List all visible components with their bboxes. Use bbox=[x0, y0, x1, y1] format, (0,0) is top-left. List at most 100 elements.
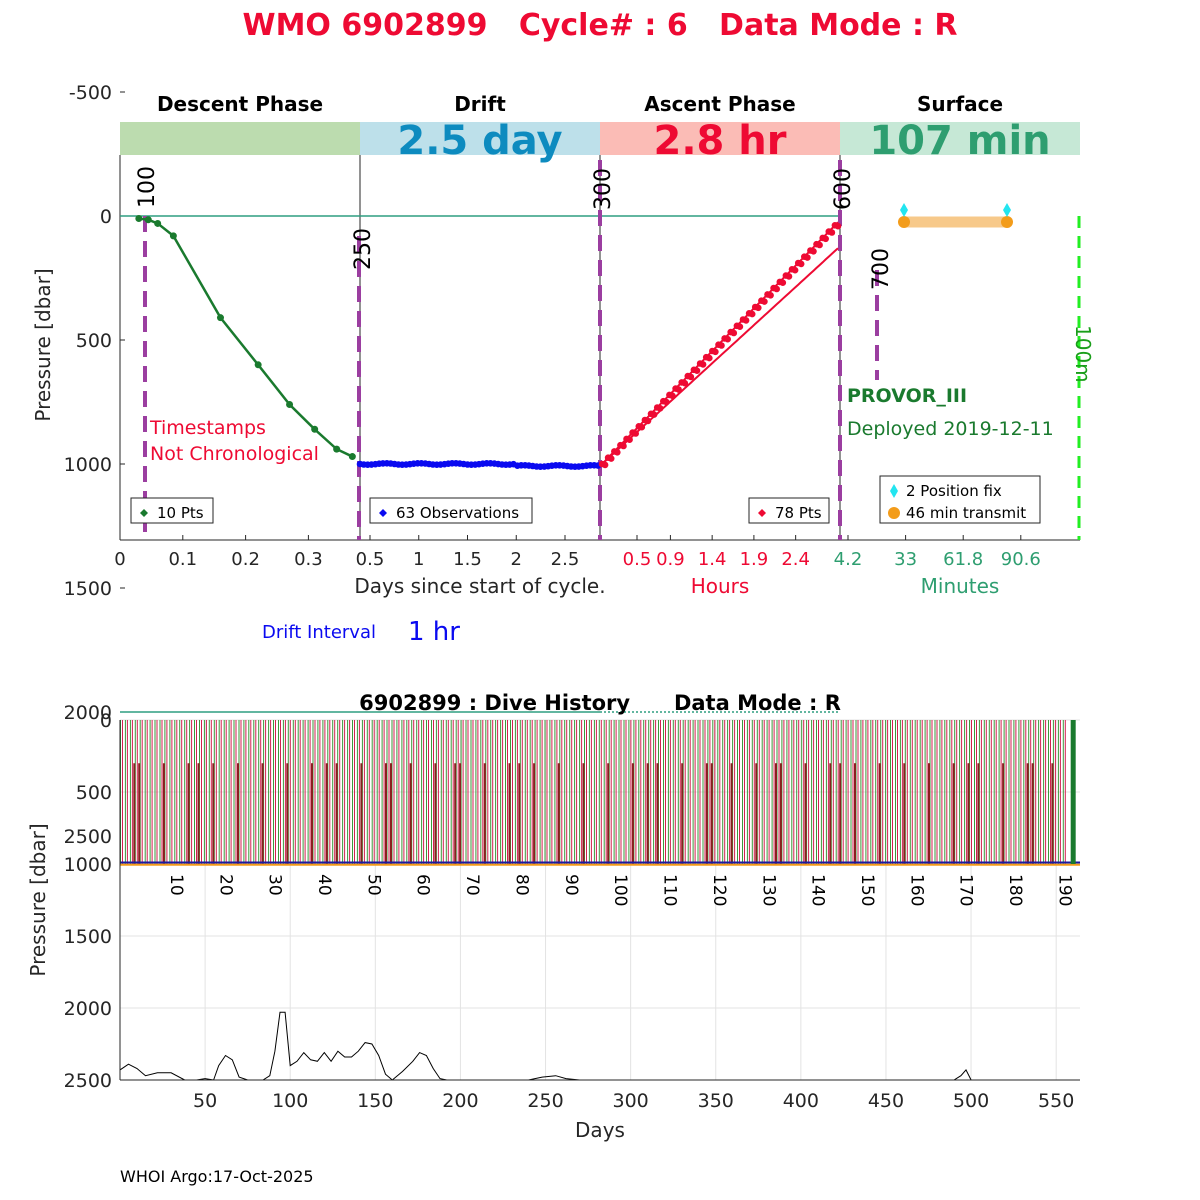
history-xtick-1: 100 bbox=[272, 1090, 308, 1112]
x-axis-label-days: Days since start of cycle. bbox=[354, 574, 605, 598]
drift-xtick-4: 2.5 bbox=[551, 549, 580, 570]
ascent-point-17 bbox=[650, 411, 658, 418]
history-xtick-2: 150 bbox=[357, 1090, 393, 1112]
phase-band-3 bbox=[840, 122, 1080, 155]
drift-xtick-0: 0.5 bbox=[356, 549, 385, 570]
surface-xtick-1: 33 bbox=[894, 549, 917, 570]
history-ytick-3: 1500 bbox=[64, 926, 112, 948]
descent-xtick-3: 0.3 bbox=[294, 549, 323, 570]
ascent-point-65 bbox=[797, 260, 805, 268]
marker-label-250: 250 bbox=[351, 228, 376, 270]
drift-legend-box bbox=[369, 497, 533, 524]
marker-label-100m: 100m bbox=[1071, 325, 1095, 383]
x-axis-label-minutes: Minutes bbox=[921, 574, 1000, 598]
ascent-point-13 bbox=[638, 423, 646, 431]
ascent-point-15 bbox=[644, 417, 652, 425]
history-cycle-label-7: 80 bbox=[512, 874, 532, 896]
timestamp-warning-line2: Not Chronological bbox=[150, 443, 319, 465]
ascent-point-27 bbox=[681, 379, 689, 387]
figure-title: WMO 6902899 Cycle# : 6 Data Mode : R bbox=[242, 8, 957, 43]
top-ytick-label-3: 1000 bbox=[64, 454, 112, 476]
surface-legend-box bbox=[879, 475, 1041, 524]
ascent-point-57 bbox=[773, 285, 780, 293]
x-axis-label-bottom: Days bbox=[575, 1118, 625, 1142]
ascent-point-11 bbox=[632, 430, 639, 437]
ascent-point-5 bbox=[614, 449, 621, 456]
ascent-legend-label-0: 78 Pts bbox=[775, 504, 822, 522]
history-cycle-label-3: 40 bbox=[314, 874, 334, 896]
history-cycle-label-16: 170 bbox=[956, 874, 976, 906]
descent-point-1 bbox=[144, 216, 152, 224]
phase-duration-1: 2.5 day bbox=[397, 118, 562, 164]
history-cycle-label-11: 120 bbox=[709, 874, 729, 906]
ascent-xtick-4: 2.4 bbox=[781, 549, 810, 570]
history-xtick-9: 500 bbox=[953, 1090, 989, 1112]
top-ytick-label-2: 500 bbox=[76, 330, 112, 352]
ascent-point-9 bbox=[626, 436, 633, 444]
surface-transmit-start bbox=[898, 216, 910, 228]
surface-legend-label-0: 2 Position fix bbox=[906, 482, 1002, 500]
descent-point-2 bbox=[154, 219, 162, 227]
history-xtick-5: 300 bbox=[613, 1090, 649, 1112]
ascent-point-43 bbox=[730, 329, 738, 337]
history-cycle-label-4: 50 bbox=[363, 874, 383, 896]
surface-xtick-3: 90.6 bbox=[1001, 549, 1041, 570]
ascent-point-39 bbox=[718, 342, 725, 349]
history-cycle-label-9: 100 bbox=[610, 874, 630, 906]
x-axis-label-hours: Hours bbox=[691, 574, 750, 598]
history-cycle-label-17: 180 bbox=[1005, 874, 1025, 906]
history-ytick-0: 0 bbox=[100, 710, 112, 732]
surface-xtick-0: 4.2 bbox=[834, 549, 863, 570]
ascent-xtick-3: 1.9 bbox=[740, 549, 769, 570]
descent-point-0 bbox=[135, 214, 143, 222]
history-xtick-8: 450 bbox=[868, 1090, 904, 1112]
drift-legend-label-0: 63 Observations bbox=[396, 504, 519, 522]
marker-label-300: 300 bbox=[591, 168, 616, 210]
history-xtick-3: 200 bbox=[442, 1090, 478, 1112]
marker-label-700: 700 bbox=[869, 248, 894, 290]
position-fix-2 bbox=[1003, 203, 1011, 217]
ascent-point-25 bbox=[675, 386, 682, 393]
phase-band-2 bbox=[600, 122, 840, 155]
ascent-point-59 bbox=[779, 279, 787, 287]
history-cycle-label-18: 190 bbox=[1054, 874, 1074, 906]
top-ytick-label-5: 2000 bbox=[64, 702, 112, 724]
surface-xtick-2: 61.8 bbox=[943, 549, 983, 570]
phase-name-0: Descent Phase bbox=[157, 92, 323, 116]
ascent-point-31 bbox=[693, 367, 701, 375]
descent-point-4 bbox=[216, 314, 224, 322]
surface-legend-marker-1 bbox=[888, 507, 900, 519]
history-ytick-2: 1000 bbox=[64, 854, 112, 876]
drift-xtick-1: 1 bbox=[413, 549, 424, 570]
ascent-point-21 bbox=[663, 398, 670, 406]
position-fix-1 bbox=[900, 203, 908, 217]
history-title: 6902899 : Dive History Data Mode : R bbox=[359, 691, 841, 715]
history-xtick-4: 250 bbox=[527, 1090, 563, 1112]
history-cycle-label-6: 70 bbox=[462, 874, 482, 896]
ascent-point-53 bbox=[761, 298, 768, 305]
ascent-point-41 bbox=[724, 335, 731, 343]
ascent-point-19 bbox=[656, 405, 664, 412]
surface-legend: 2 Position fix 46 min transmit bbox=[879, 475, 1041, 524]
y-axis-label-top: Pressure [dbar] bbox=[31, 268, 55, 421]
descent-profile-line bbox=[138, 217, 353, 458]
ascent-point-51 bbox=[755, 304, 762, 312]
phase-name-1: Drift bbox=[454, 92, 506, 116]
footer-credit: WHOI Argo:17-Oct-2025 bbox=[120, 1167, 314, 1186]
phase-band-0 bbox=[120, 122, 360, 155]
history-cycle-label-13: 140 bbox=[808, 874, 828, 906]
ascent-point-73 bbox=[822, 235, 829, 243]
history-cycle-label-10: 110 bbox=[660, 874, 680, 906]
ascent-point-61 bbox=[785, 273, 793, 280]
descent-legend: 10 Pts bbox=[130, 497, 214, 524]
history-xtick-6: 350 bbox=[698, 1090, 734, 1112]
descent-legend-label-0: 10 Pts bbox=[157, 504, 204, 522]
surface-legend-label-1: 46 min transmit bbox=[906, 504, 1026, 522]
history-ytick-4: 2000 bbox=[64, 998, 112, 1020]
descent-legend-marker-0 bbox=[140, 509, 148, 517]
ascent-xtick-1: 0.9 bbox=[656, 549, 685, 570]
drift-xtick-3: 2 bbox=[511, 549, 522, 570]
marker-label-600: 600 bbox=[831, 168, 856, 210]
surface-legend-marker-0 bbox=[890, 484, 898, 498]
descent-point-8 bbox=[333, 445, 341, 453]
